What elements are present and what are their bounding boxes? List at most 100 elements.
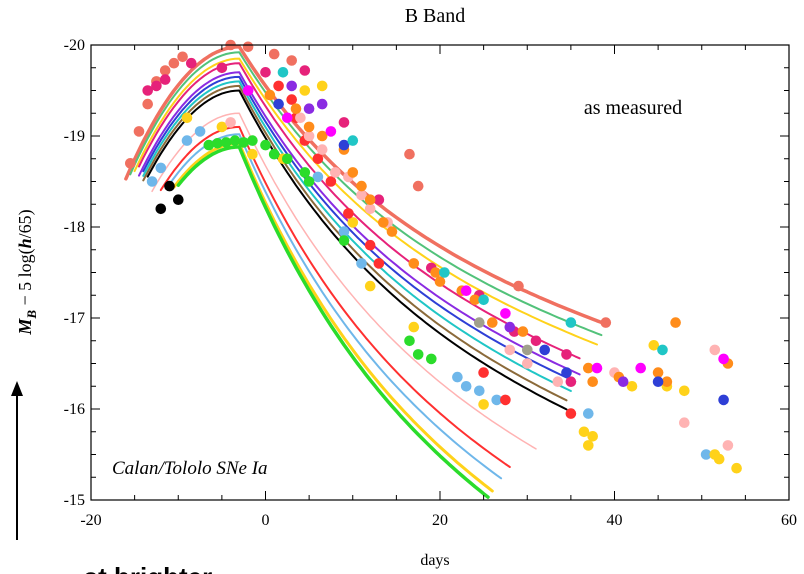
data-point [587, 376, 598, 388]
y-axis-label: MB − 5 log(h/65) [15, 209, 39, 335]
data-point [635, 362, 646, 374]
data-point [194, 126, 206, 137]
data-point [216, 121, 228, 133]
light-curve-8 [146, 89, 568, 411]
data-point [487, 317, 498, 328]
data-point [364, 194, 376, 205]
light-curve-2 [133, 57, 598, 346]
x-tick-label: 60 [781, 512, 797, 529]
data-point [583, 408, 594, 419]
data-point [430, 267, 441, 278]
data-point [203, 139, 215, 151]
data-point [159, 65, 171, 76]
data-point [504, 321, 516, 333]
data-point [177, 51, 188, 63]
data-point [452, 371, 463, 383]
light-curve-3 [138, 62, 581, 360]
data-point [181, 135, 193, 146]
data-point [164, 180, 175, 192]
data-point [364, 280, 376, 292]
data-point [229, 135, 241, 146]
data-point [583, 440, 594, 451]
data-point [273, 98, 284, 110]
data-point [181, 112, 193, 124]
data-point [268, 48, 280, 60]
data-point [460, 381, 472, 392]
data-point [325, 126, 337, 137]
data-point [242, 85, 254, 96]
data-point [386, 226, 398, 237]
data-point [155, 203, 167, 215]
data-point [133, 126, 145, 137]
data-point [303, 121, 315, 133]
data-point [356, 258, 367, 269]
data-point [679, 417, 690, 429]
x-tick-label: -20 [80, 512, 101, 529]
data-point [299, 167, 311, 178]
data-point [238, 137, 249, 148]
data-point [670, 317, 681, 328]
data-point [513, 280, 524, 292]
data-point [439, 267, 450, 278]
data-point [722, 440, 734, 451]
data-point [282, 153, 293, 165]
y-tick-label: -19 [64, 128, 85, 145]
data-point [539, 344, 550, 356]
data-point [216, 62, 228, 74]
data-point [168, 57, 180, 69]
data-point [356, 189, 367, 201]
data-point [159, 74, 171, 85]
light-curve-5 [142, 75, 577, 383]
data-point [277, 67, 289, 78]
data-point [434, 276, 446, 287]
light-curve-7 [142, 84, 568, 402]
data-point [478, 367, 489, 378]
data-point [343, 208, 354, 219]
data-point [186, 57, 197, 69]
data-point [661, 376, 673, 388]
points-layer [125, 39, 742, 474]
data-point [151, 80, 162, 92]
data-point [347, 217, 359, 228]
x-tick-label: 40 [607, 512, 623, 529]
data-point [500, 394, 511, 406]
data-point [338, 117, 350, 128]
data-point [373, 258, 385, 269]
data-point [648, 340, 660, 351]
ticks-layer: -20 0 20 40 60 -20 -19 -18 -17 -16 -15 [64, 37, 797, 529]
data-point [142, 85, 153, 96]
data-point [173, 194, 184, 205]
data-point [478, 294, 489, 306]
data-point [338, 235, 350, 246]
data-point [404, 148, 415, 160]
data-point [316, 98, 328, 110]
data-point [303, 176, 315, 187]
data-point [500, 308, 511, 319]
data-point [652, 367, 664, 378]
data-point [312, 153, 324, 165]
y-tick-label: -16 [64, 401, 85, 418]
data-point [491, 394, 503, 406]
data-point [469, 294, 481, 306]
data-point [347, 135, 359, 146]
data-point [565, 408, 577, 419]
data-point [517, 326, 529, 337]
data-point [408, 258, 420, 269]
data-point [286, 94, 298, 105]
y-label-h: h [15, 238, 35, 248]
data-point [264, 89, 276, 101]
data-point [303, 103, 315, 114]
light-curve-6 [142, 80, 572, 392]
light-curve-12 [172, 141, 494, 493]
y-tick-label: -20 [64, 37, 85, 54]
data-point [657, 344, 668, 356]
data-point [412, 180, 424, 192]
data-point [316, 144, 328, 155]
data-point [718, 394, 729, 406]
data-point [260, 139, 271, 151]
data-point [460, 285, 472, 297]
data-point [587, 431, 598, 442]
data-point [709, 344, 721, 356]
data-point [330, 167, 341, 178]
y-label-sub: B [24, 310, 39, 320]
